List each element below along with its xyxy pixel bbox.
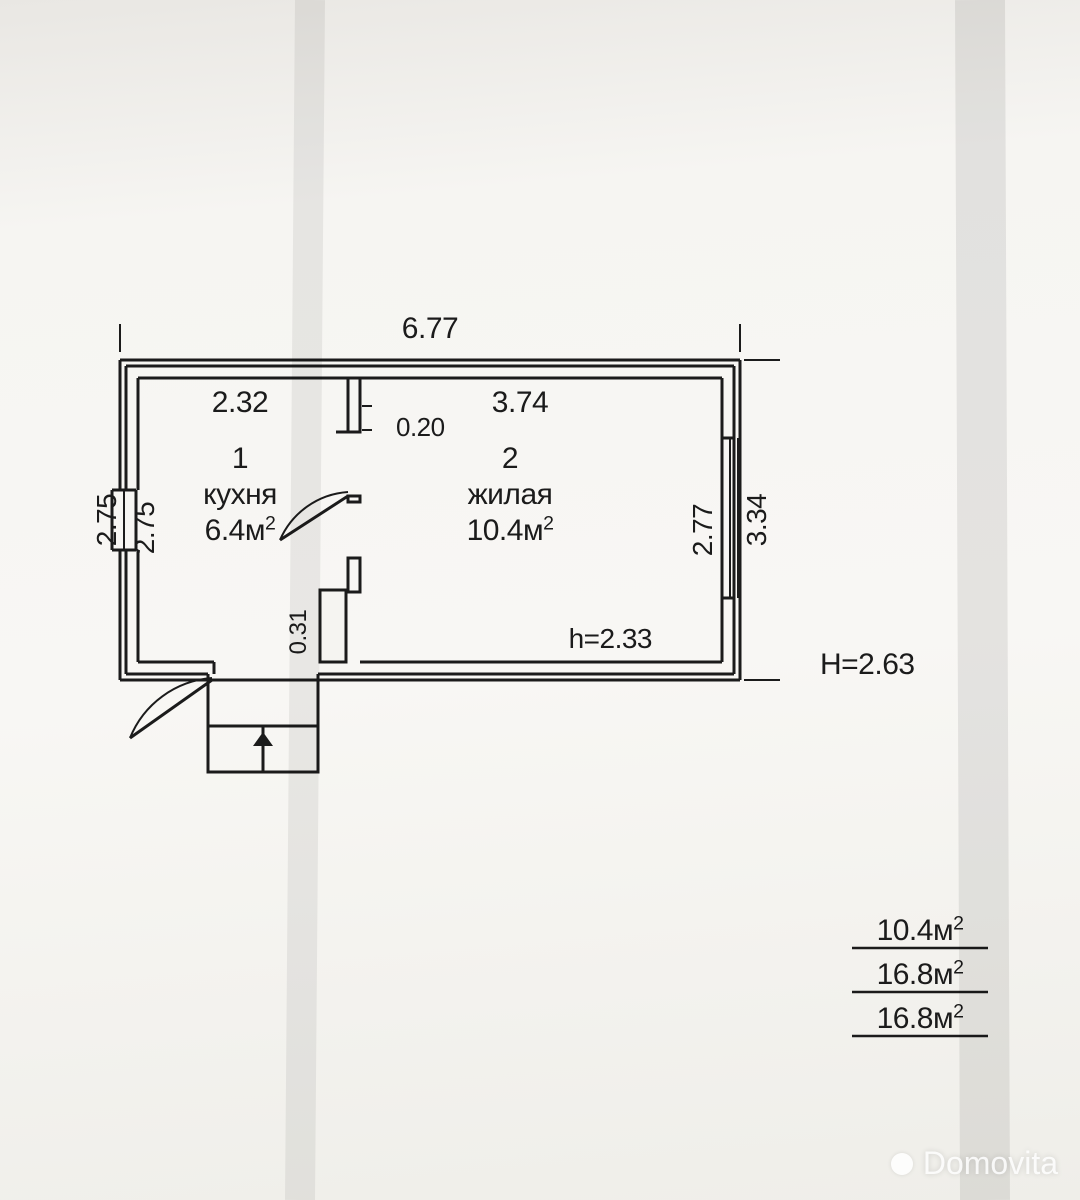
svg-text:10.4м2: 10.4м2 — [467, 513, 554, 548]
svg-text:16.8м2: 16.8м2 — [877, 957, 964, 992]
watermark-dot-icon — [891, 1153, 913, 1175]
svg-text:h=2.33: h=2.33 — [569, 623, 652, 654]
svg-text:H=2.63: H=2.63 — [820, 648, 915, 681]
svg-text:3.74: 3.74 — [492, 386, 548, 419]
svg-text:6.77: 6.77 — [402, 312, 458, 345]
svg-text:2: 2 — [502, 442, 518, 475]
svg-text:6.4м2: 6.4м2 — [205, 513, 276, 548]
svg-text:кухня: кухня — [203, 478, 277, 511]
floor-plan: 0.200.316.772.323.742.752.773.34h=2.33H=… — [0, 0, 1080, 1200]
svg-text:16.8м2: 16.8м2 — [877, 1001, 964, 1036]
svg-text:2.32: 2.32 — [212, 386, 268, 419]
svg-text:2.75: 2.75 — [91, 494, 122, 547]
svg-text:2.75: 2.75 — [129, 502, 160, 555]
svg-text:0.20: 0.20 — [396, 412, 445, 442]
watermark-text: Domovita — [923, 1145, 1058, 1182]
svg-text:1: 1 — [232, 442, 248, 475]
svg-text:3.34: 3.34 — [741, 494, 772, 547]
svg-text:10.4м2: 10.4м2 — [877, 913, 964, 948]
watermark: Domovita — [891, 1145, 1058, 1182]
svg-text:2.77: 2.77 — [687, 504, 718, 557]
svg-text:жилая: жилая — [468, 478, 553, 511]
